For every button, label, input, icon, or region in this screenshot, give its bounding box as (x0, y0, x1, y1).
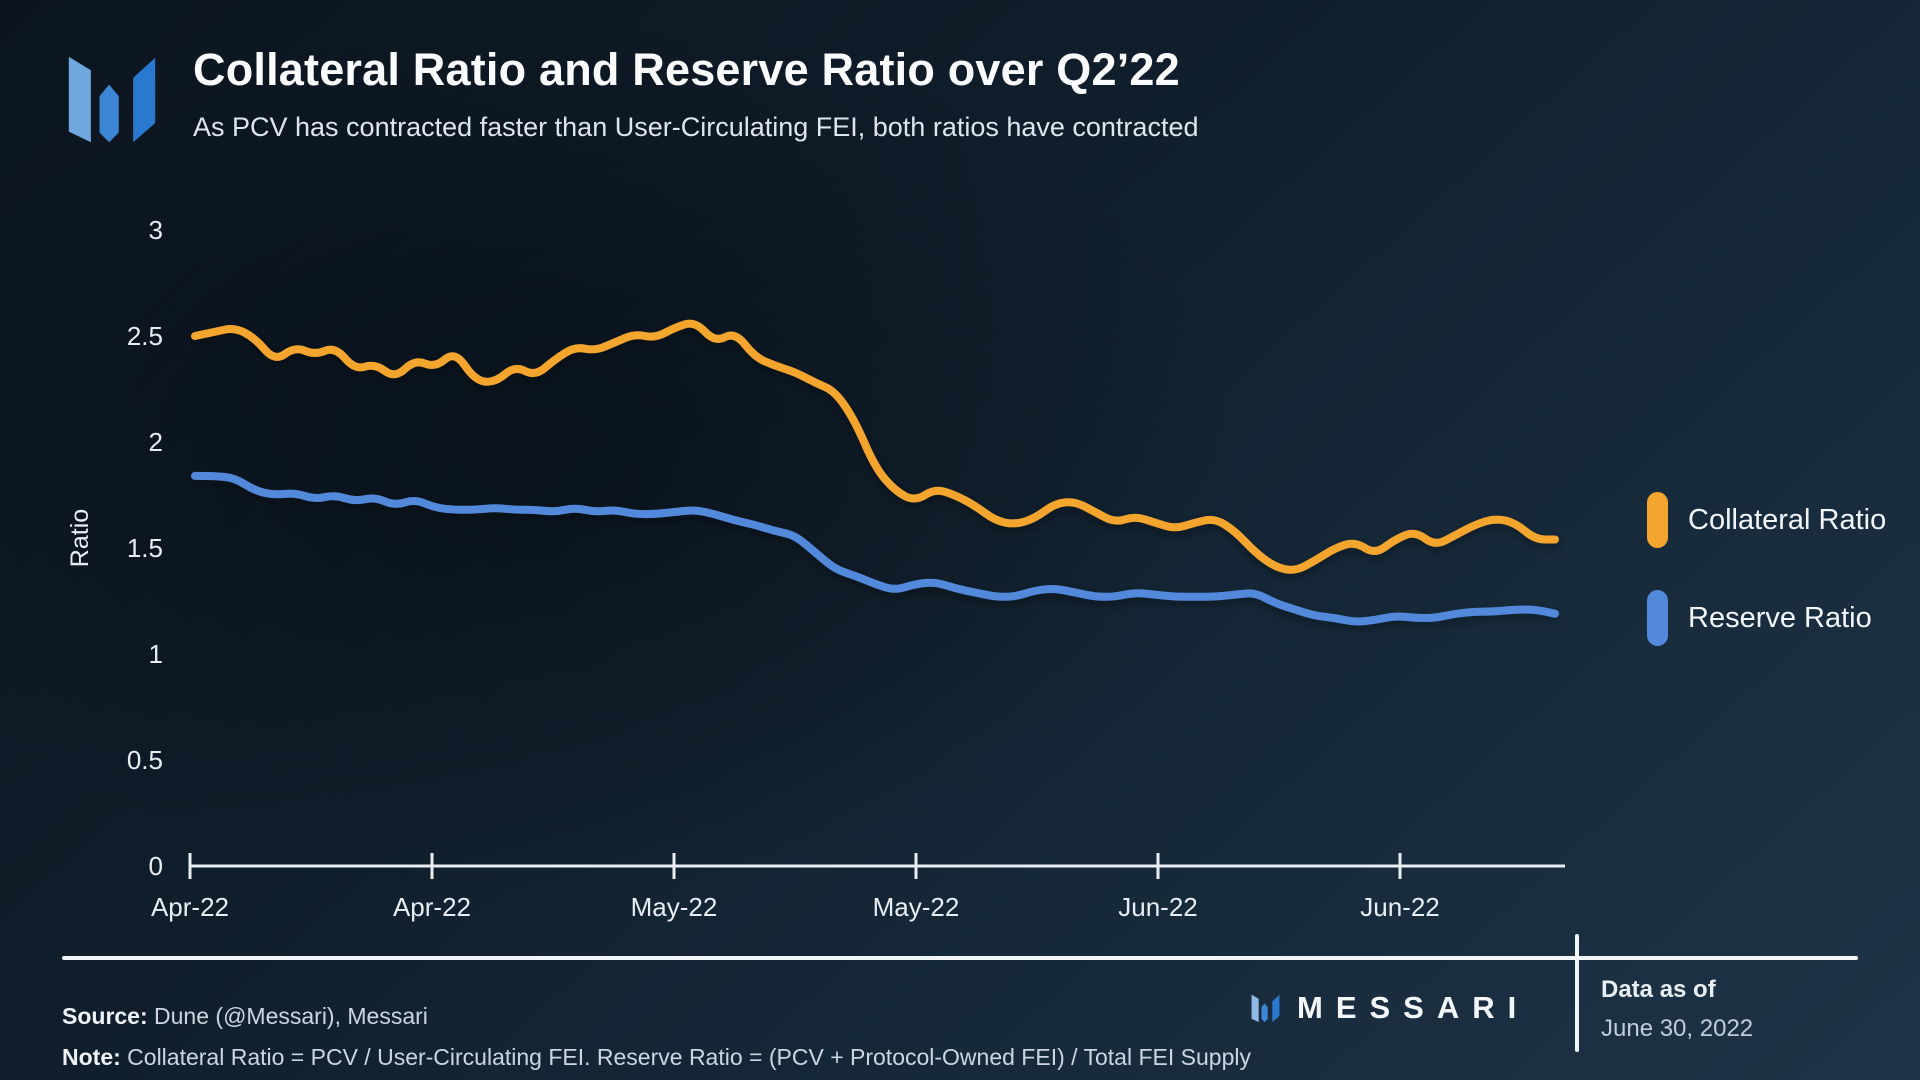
source-label: Source: (62, 1003, 148, 1029)
reserve-ratio-swatch-icon (1647, 590, 1668, 646)
y-axis-tick-label: 3 (149, 215, 163, 245)
axis-layer: Apr-22 Apr-22 May-22 May-22 Jun-22 Jun-22 3 2.5… (66, 215, 1565, 922)
x-axis-tick-label: Apr-22 (393, 892, 471, 922)
legend-label: Collateral Ratio (1688, 503, 1887, 536)
x-axis-tick-label: Jun-22 (1118, 892, 1198, 922)
note-text: Collateral Ratio = PCV / User-Circulatin… (120, 1044, 1251, 1070)
chart-header: Collateral Ratio and Reserve Ratio over … (193, 44, 1198, 143)
legend-item-reserve-ratio: Reserve Ratio (1647, 590, 1886, 646)
y-axis-tick-label: 0 (149, 851, 163, 881)
footer-vertical-divider (1575, 934, 1579, 1052)
footer-divider (62, 956, 1858, 960)
chart-legend: Collateral Ratio Reserve Ratio (1647, 492, 1886, 688)
legend-item-collateral-ratio: Collateral Ratio (1647, 492, 1886, 548)
y-axis-tick-label: 2 (149, 427, 163, 457)
data-as-of-block: Data as of June 30, 2022 (1601, 976, 1753, 1043)
x-axis-tick-label: Apr-22 (151, 892, 229, 922)
series-layer (191, 319, 1559, 626)
note-label: Note: (62, 1044, 121, 1070)
x-axis-tick-label: May-22 (873, 892, 960, 922)
source-line: Source: Dune (@Messari), Messari (62, 1003, 428, 1030)
series-path-collateral-ratio (191, 319, 1559, 574)
x-axis-tick-label: Jun-22 (1360, 892, 1440, 922)
y-axis-tick-label: 2.5 (127, 321, 163, 351)
y-axis-tick-label: 1 (149, 639, 163, 669)
messari-brand: MESSARI (1250, 990, 1529, 1026)
messari-wordmark: MESSARI (1297, 990, 1530, 1025)
source-text: Dune (@Messari), Messari (147, 1003, 428, 1029)
collateral-ratio-swatch-icon (1647, 492, 1668, 548)
y-axis-tick-label: 0.5 (127, 745, 163, 775)
series-path-reserve-ratio (191, 471, 1559, 626)
y-axis-tick-label: 1.5 (127, 533, 163, 563)
messari-logo-small-icon (1251, 994, 1280, 1022)
messari-logo-icon (68, 56, 156, 143)
page-title: Collateral Ratio and Reserve Ratio over … (193, 44, 1180, 95)
note-line: Note: Collateral Ratio = PCV / User-Circ… (62, 1044, 1251, 1071)
page-subtitle: As PCV has contracted faster than User-C… (193, 112, 1199, 142)
data-as-of-value: June 30, 2022 (1601, 1015, 1754, 1042)
y-axis-title: Ratio (66, 509, 94, 567)
x-axis-tick-label: May-22 (631, 892, 718, 922)
legend-label: Reserve Ratio (1688, 601, 1872, 634)
data-as-of-label: Data as of (1601, 976, 1716, 1003)
